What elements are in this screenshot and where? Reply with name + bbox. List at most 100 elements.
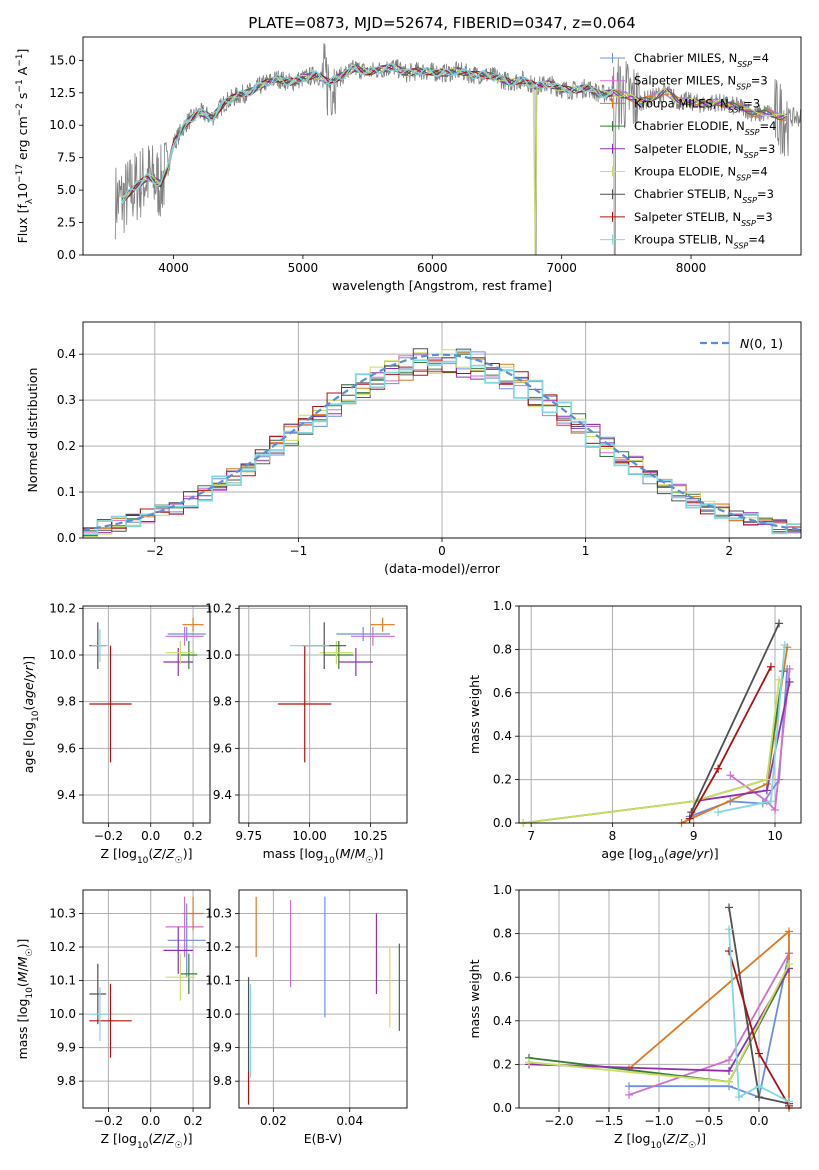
y-tick-label: 10.2 — [49, 940, 76, 954]
panel-3-grid — [83, 606, 210, 823]
errorbar-marker — [89, 983, 132, 1058]
y-tick-label: 0.8 — [493, 927, 512, 941]
y-tick-label: 0.6 — [493, 970, 512, 984]
plot-frame — [518, 605, 802, 824]
y-tick-label: 10.2 — [49, 601, 76, 615]
histogram-legend: N(0, 1) — [700, 336, 783, 351]
panel-3-axes: −0.2 0.0 0.2 9.4 9.6 9.8 10.0 10.2 Z [log10(Z/Z☉… — [21, 601, 211, 866]
x-tick-label: −1.5 — [594, 1114, 623, 1128]
y-tick-label: 10.2 — [205, 940, 232, 954]
x-tick-label: 10.00 — [292, 829, 326, 843]
errorbar-marker — [338, 648, 373, 676]
weight-series — [685, 662, 775, 823]
y-tick-label: 10.0 — [49, 648, 76, 662]
y-axis-label: Flux [fλ10−17 erg cm−2 s−1 A−1] — [15, 49, 35, 244]
errorbar-marker — [165, 896, 204, 958]
plot-frame — [82, 605, 211, 824]
x-axis-label: age [log10(age/yr)] — [601, 846, 718, 866]
plot-frame — [238, 889, 408, 1109]
y-tick-label: 9.8 — [57, 1074, 76, 1088]
y-tick-label: 0.6 — [493, 686, 512, 700]
y-tick-label: 9.4 — [213, 788, 232, 802]
plot-frame — [82, 36, 802, 256]
spectrum-model-line — [121, 66, 614, 205]
panel-6-axes: −0.2 0.0 0.2 9.8 9.9 10.0 10.1 10.2 10.3 Z [log10… — [15, 889, 211, 1151]
y-tick-label: 9.4 — [57, 788, 76, 802]
errorbar-marker — [351, 627, 395, 646]
y-tick-label: 0.2 — [493, 773, 512, 787]
errorbar-marker — [182, 896, 204, 931]
y-tick-label: 9.8 — [57, 695, 76, 709]
panel-1-axes: 4000 5000 6000 7000 8000 0.0 2.5 5.0 7.5 10.0 12.5… — [15, 36, 802, 293]
plot-frame — [238, 605, 408, 824]
weight-series — [687, 619, 784, 817]
y-tick-label: 0.2 — [493, 1057, 512, 1071]
y-tick-label: 9.9 — [213, 1041, 232, 1055]
y-tick-label: 0.2 — [57, 439, 76, 453]
errorbar-marker — [91, 987, 109, 1041]
y-tick-label: 7.5 — [57, 151, 76, 165]
y-tick-label: 9.8 — [213, 695, 232, 709]
y-tick-label: 0.0 — [493, 1101, 512, 1115]
x-tick-label: 2 — [725, 544, 733, 558]
x-tick-label: 0.2 — [184, 1114, 203, 1128]
weight-series — [725, 947, 793, 1110]
errorbar-marker — [165, 627, 204, 646]
x-axis-label: mass [log10(M/M☉)] — [263, 846, 384, 866]
y-tick-label: 15.0 — [49, 53, 76, 67]
legend-entry-label: Salpeter MILES, NSSP=3 — [634, 74, 768, 92]
errorbar-marker — [180, 953, 198, 994]
errorbar-marker — [165, 641, 196, 665]
y-tick-label: 10.0 — [49, 1007, 76, 1021]
panel-2-axes: −2 −1 0 1 2 0.0 0.1 0.2 0.3 0.4 (data-model)/error… — [25, 321, 802, 576]
x-tick-label: 0.04 — [336, 1114, 363, 1128]
plot-frame — [518, 889, 802, 1109]
x-tick-label: 7 — [527, 829, 535, 843]
errorbar-marker — [89, 963, 107, 1025]
y-tick-label: 0.4 — [493, 1014, 512, 1028]
y-tick-label: 10.2 — [205, 601, 232, 615]
weight-line — [690, 623, 780, 813]
y-tick-label: 10.0 — [205, 1007, 232, 1021]
errorbar-marker — [165, 953, 196, 1001]
x-axis-label: E(B-V) — [304, 1131, 343, 1146]
plot-frame — [82, 889, 211, 1109]
x-tick-label: 10 — [767, 829, 782, 843]
y-tick-label: 5.0 — [57, 183, 76, 197]
weight-line — [729, 668, 791, 813]
histogram-series — [83, 350, 801, 536]
gaussian-curve — [82, 353, 802, 531]
panel-4-axes: 9.75 10.00 10.25 9.4 9.6 9.8 10.0 10.2 mass [log… — [205, 601, 408, 866]
errorbar-marker — [370, 617, 395, 632]
y-tick-label: 0.4 — [493, 729, 512, 743]
x-tick-label: −0.2 — [94, 829, 123, 843]
errorbar-marker — [91, 629, 109, 662]
x-tick-label: 1 — [582, 544, 590, 558]
y-axis-label: mass weight — [467, 675, 482, 754]
errorbar-marker — [180, 641, 198, 669]
plot-frame — [82, 321, 802, 539]
x-axis-label: Z [log10(Z/Z☉)] — [614, 1131, 706, 1151]
legend-entry-label: Chabrier MILES, NSSP=4 — [634, 51, 769, 69]
y-tick-label: 10.0 — [49, 118, 76, 132]
legend-entry-label: Chabrier ELODIE, NSSP=4 — [634, 119, 776, 137]
y-tick-label: 9.6 — [57, 741, 76, 755]
y-tick-label: 9.6 — [213, 741, 232, 755]
weight-series — [525, 960, 793, 1086]
errorbar-marker — [319, 641, 354, 665]
panel-6-grid — [83, 890, 210, 1108]
y-tick-label: 0.0 — [493, 816, 512, 830]
panel-7-axes: 0.02 0.04 9.8 9.9 10.0 10.1 10.2 10.3 E(B-V) — [205, 889, 408, 1146]
y-tick-label: 9.8 — [213, 1074, 232, 1088]
x-tick-label: −1 — [290, 544, 308, 558]
weight-line — [629, 953, 790, 1099]
panel-5-grid — [519, 605, 801, 824]
weight-line — [522, 679, 780, 824]
y-tick-label: 9.9 — [57, 1041, 76, 1055]
legend-entry-label: Salpeter ELODIE, NSSP=3 — [634, 142, 775, 160]
y-tick-label: 10.0 — [205, 648, 232, 662]
y-tick-label: 1.0 — [493, 599, 512, 613]
panel-4-grid — [239, 606, 407, 823]
y-tick-label: 0.0 — [57, 531, 76, 545]
y-tick-label: 0.4 — [57, 347, 76, 361]
